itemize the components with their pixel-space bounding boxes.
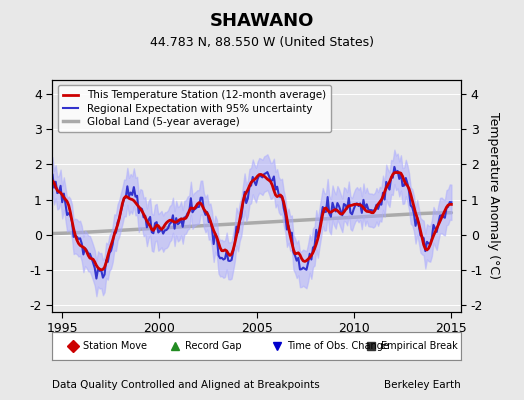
Text: 44.783 N, 88.550 W (United States): 44.783 N, 88.550 W (United States) — [150, 36, 374, 49]
Legend: This Temperature Station (12-month average), Regional Expectation with 95% uncer: This Temperature Station (12-month avera… — [58, 85, 331, 132]
Text: SHAWANO: SHAWANO — [210, 12, 314, 30]
Text: Empirical Break: Empirical Break — [381, 341, 458, 351]
Text: Data Quality Controlled and Aligned at Breakpoints: Data Quality Controlled and Aligned at B… — [52, 380, 320, 390]
Text: Berkeley Earth: Berkeley Earth — [385, 380, 461, 390]
Text: Time of Obs. Change: Time of Obs. Change — [288, 341, 389, 351]
Y-axis label: Temperature Anomaly (°C): Temperature Anomaly (°C) — [487, 112, 500, 280]
Text: Record Gap: Record Gap — [185, 341, 242, 351]
Text: Station Move: Station Move — [83, 341, 147, 351]
